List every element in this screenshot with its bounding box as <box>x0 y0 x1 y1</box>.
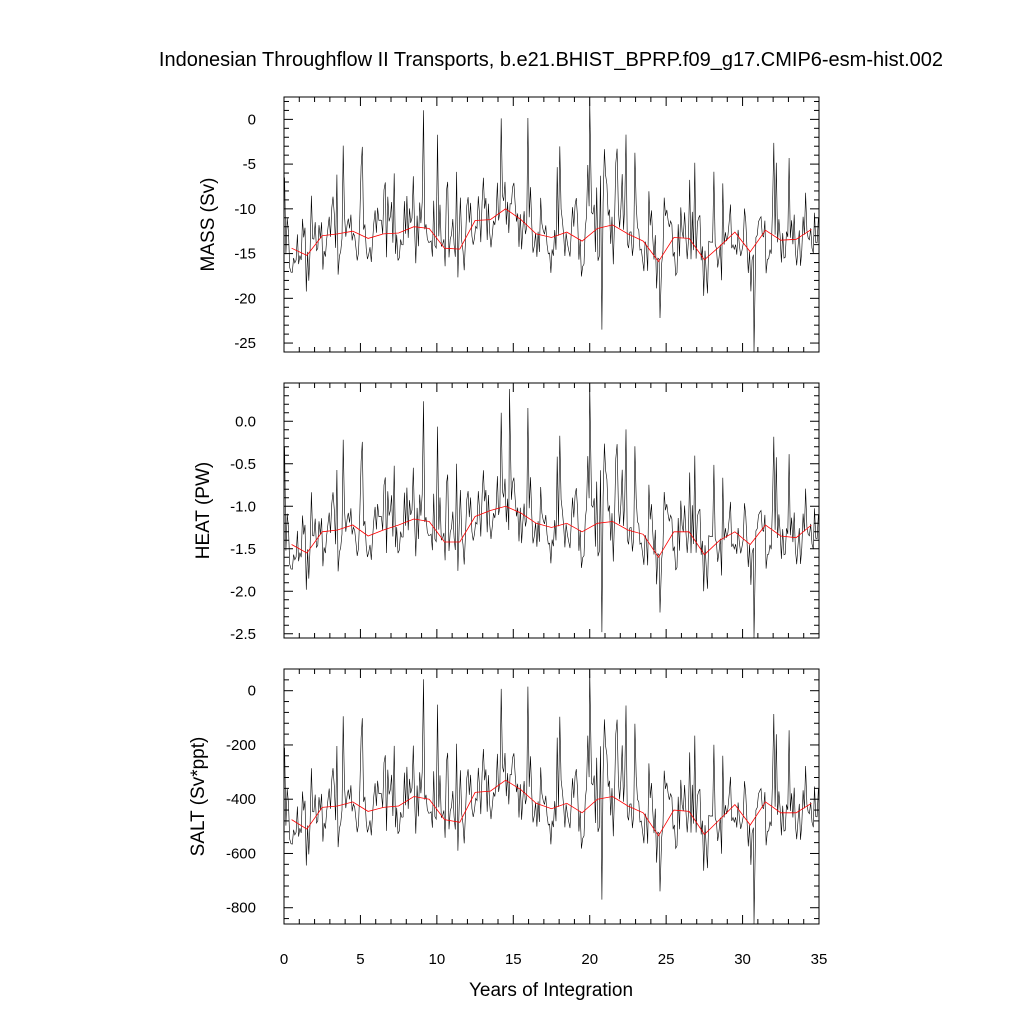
salt-y-axis-label: SALT (Sv*ppt) <box>188 737 209 857</box>
mass-y-tick-label: -5 <box>243 156 256 173</box>
heat-y-tick-labels: 0.0 -0.5 -1.0 -1.5 -2.0 -2.5 <box>230 413 256 643</box>
heat-y-axis-label: HEAT (PW) <box>193 462 214 559</box>
salt-y-tick-labels: 0 -200 -400 -600 -800 <box>226 683 256 917</box>
salt-y-tick-label: -200 <box>226 737 256 754</box>
heat-monthly-line <box>284 382 819 639</box>
salt-ticks <box>283 668 820 924</box>
salt-y-tick-label: -600 <box>226 845 256 862</box>
heat-panel: 0.0 -0.5 -1.0 -1.5 -2.0 -2.5 HEAT (PW) <box>193 382 820 643</box>
chart-title: Indonesian Throughflow II Transports, b.… <box>159 49 943 71</box>
mass-y-tick-label: -15 <box>234 246 256 263</box>
x-tick-labels: 0 5 10 15 20 25 30 35 <box>280 951 828 968</box>
heat-plot-frame <box>283 382 820 639</box>
heat-y-tick-label: -2.5 <box>230 626 256 643</box>
heat-y-tick-label: 0.0 <box>235 413 256 430</box>
heat-y-tick-label: -1.5 <box>230 541 256 558</box>
heat-y-tick-label: -2.0 <box>230 583 256 600</box>
heat-monthly-series <box>284 382 819 639</box>
mass-y-tick-label: -25 <box>234 335 256 352</box>
x-tick-label: 30 <box>734 951 751 968</box>
mass-y-tick-labels: 0 -5 -10 -15 -20 -25 <box>234 111 256 352</box>
mass-y-tick-label: -20 <box>234 290 256 307</box>
mass-y-axis-label: MASS (Sv) <box>198 178 219 272</box>
mass-plot-frame <box>283 96 820 353</box>
x-tick-label: 15 <box>505 951 522 968</box>
x-axis-label: Years of Integration <box>469 980 633 1001</box>
salt-y-tick-label: 0 <box>248 683 256 700</box>
x-tick-label: 0 <box>280 951 288 968</box>
heat-annual-mean-series <box>291 505 812 559</box>
x-tick-label: 5 <box>356 951 364 968</box>
mass-y-tick-label: -10 <box>234 201 256 218</box>
heat-y-tick-label: -0.5 <box>230 456 256 473</box>
heat-y-tick-label: -1.0 <box>230 498 256 515</box>
x-tick-label: 10 <box>429 951 446 968</box>
salt-monthly-line <box>284 668 819 925</box>
mass-monthly-series <box>284 98 819 353</box>
salt-panel: 0 -200 -400 -600 -800 SALT (Sv*ppt) <box>188 668 820 925</box>
x-tick-label: 20 <box>581 951 598 968</box>
heat-annual-mean-line <box>291 505 812 559</box>
mass-annual-mean-line <box>291 208 812 263</box>
salt-annual-mean-series <box>291 779 812 837</box>
x-tick-label: 35 <box>811 951 828 968</box>
mass-monthly-line <box>284 98 819 353</box>
mass-panel: 0 -5 -10 -15 -20 -25 MASS (Sv) <box>198 96 820 353</box>
salt-plot-frame <box>283 668 820 925</box>
salt-annual-mean-line <box>291 779 812 837</box>
salt-y-tick-label: -800 <box>226 900 256 917</box>
salt-monthly-series <box>284 668 819 925</box>
mass-y-tick-label: 0 <box>248 111 256 128</box>
x-tick-label: 25 <box>658 951 675 968</box>
mass-annual-mean-series <box>291 208 812 263</box>
heat-ticks <box>283 383 820 638</box>
salt-y-tick-label: -400 <box>226 791 256 808</box>
mass-ticks <box>283 97 820 353</box>
